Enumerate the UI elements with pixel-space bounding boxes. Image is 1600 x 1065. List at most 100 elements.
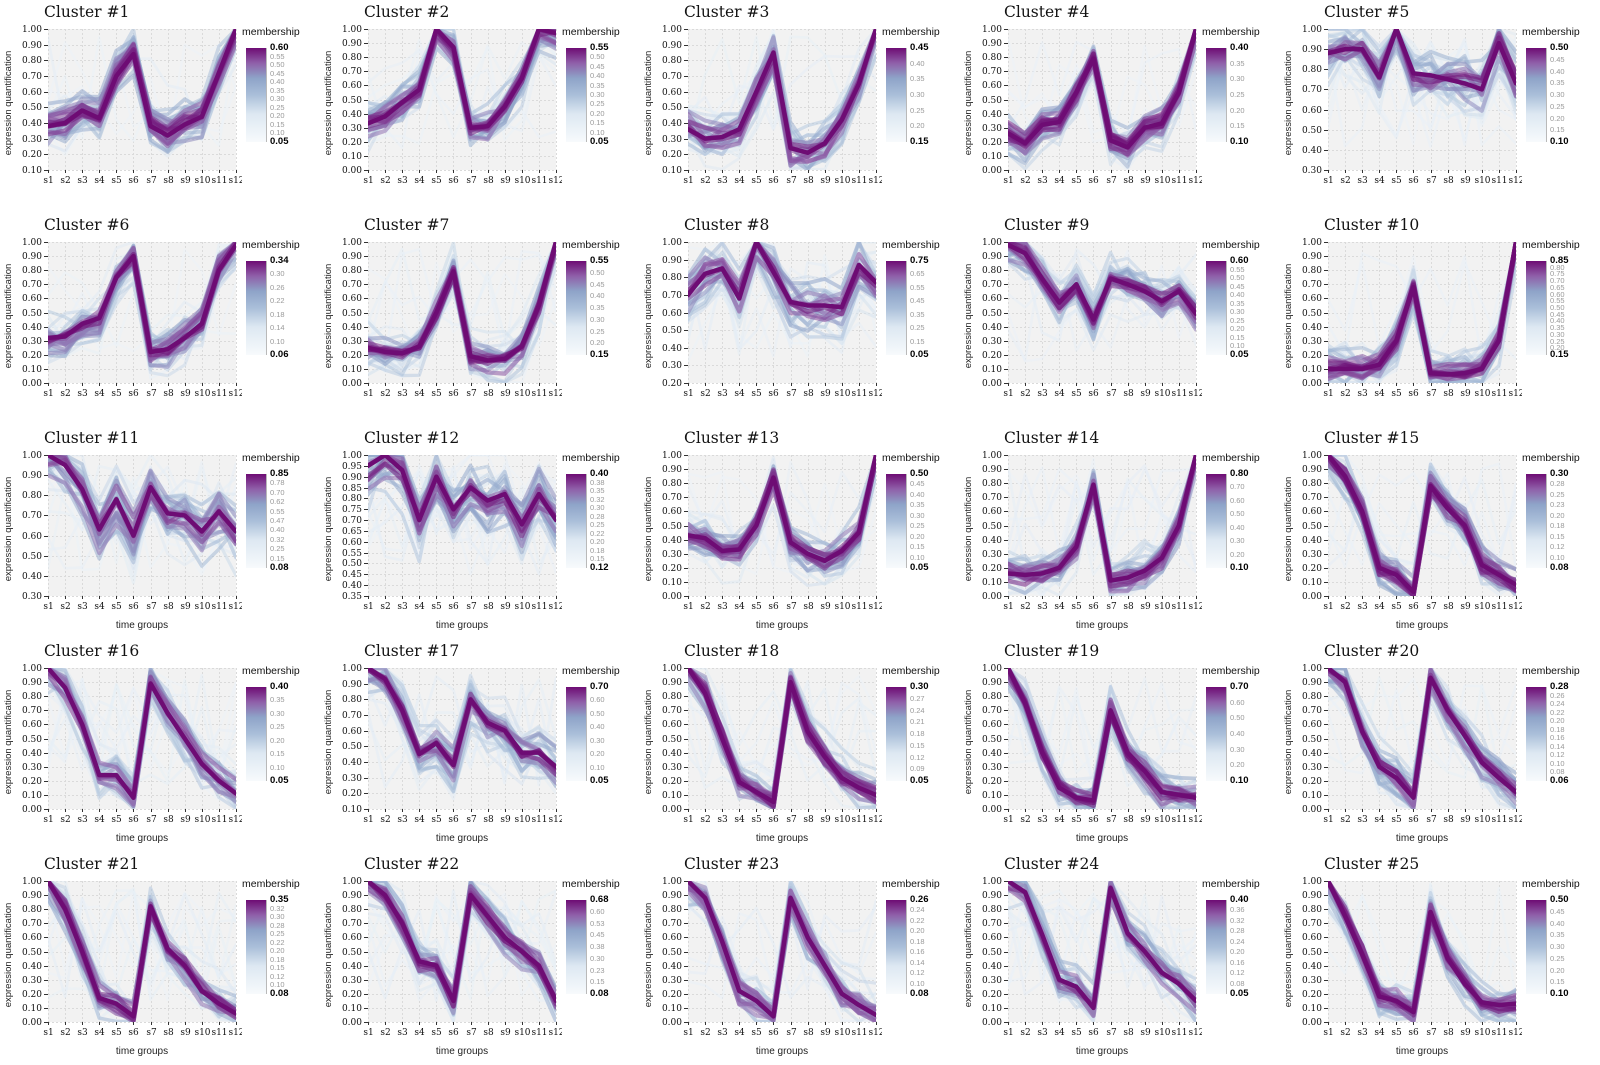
colorbar-tick-label: 0.30 [590, 314, 605, 324]
legend-title: membership [1202, 665, 1260, 677]
colorbar-tick-label: 0.35 [1550, 323, 1565, 333]
cluster-panel: Cluster #10 expression quantification memb… [1280, 213, 1600, 426]
colorbar-tick-label: 0.45 [1550, 309, 1565, 319]
colorbar-tick-label: 0.15 [910, 336, 925, 346]
panel-title: Cluster #19 [1004, 642, 1100, 660]
colorbar-tick-label: 0.40 [1230, 290, 1245, 300]
membership-colorbar [246, 48, 267, 142]
colorbar-tick-label: 0.20 [1550, 716, 1565, 726]
colorbar-tick-label: 0.35 [590, 303, 605, 312]
colorbar-tick-labels: 0.80 0.70 0.60 0.50 0.40 0.30 0.20 0.10 [1230, 469, 1278, 573]
membership-legend: membership 0.34 0.30 0.26 0.22 0.18 0.14 0.10 0.… [242, 239, 320, 399]
legend-title: membership [882, 26, 940, 38]
colorbar-tick-label: 0.45 [590, 61, 605, 71]
y-axis-label: expression quantification [3, 902, 14, 1008]
y-axis-label: expression quantification [323, 263, 334, 369]
colorbar-tick-label: 0.25 [1550, 953, 1565, 963]
colorbar-tick-label: 0.18 [270, 954, 285, 964]
x-axis-label: time groups [115, 620, 169, 631]
membership-legend: membership 0.40 0.36 0.32 0.28 0.24 0.20 0.16 0.… [1202, 878, 1280, 1038]
colorbar-tick-label: 0.05 [1230, 988, 1249, 999]
colorbar-tick-label: 0.26 [1550, 690, 1565, 700]
y-axis-label: expression quantification [1283, 263, 1294, 369]
colorbar-tick-label: 0.35 [1550, 930, 1565, 940]
x-axis-label: time groups [435, 620, 489, 631]
cluster-plot-canvas [662, 876, 882, 1046]
colorbar-tick-label: 0.25 [910, 105, 925, 115]
membership-legend: membership 0.75 0.65 0.55 0.45 0.35 0.25 0.15 0.… [882, 239, 960, 399]
colorbar-tick-label: 0.22 [910, 915, 925, 925]
x-axis-label: time groups [435, 1046, 489, 1057]
colorbar-tick-label: 0.35 [910, 309, 925, 319]
x-axis-label: time groups [115, 833, 169, 844]
colorbar-tick-label: 0.18 [910, 936, 925, 946]
colorbar-tick-label: 0.40 [1230, 729, 1245, 738]
colorbar-tick-labels: 0.40 0.38 0.35 0.32 0.30 0.28 0.25 0.22 0.20 0.18… [590, 469, 638, 573]
colorbar-tick-label: 0.40 [910, 58, 925, 68]
colorbar-tick-label: 0.32 [270, 534, 285, 544]
colorbar-tick-label: 0.10 [590, 762, 605, 772]
colorbar-tick-label: 0.15 [1550, 349, 1569, 360]
colorbar-tick-label: 0.70 [590, 681, 609, 692]
colorbar-tick-label: 0.10 [590, 127, 605, 137]
colorbar-tick-label: 0.30 [590, 503, 605, 513]
colorbar-tick-label: 0.25 [270, 929, 285, 939]
membership-colorbar [246, 687, 267, 781]
colorbar-tick-label: 0.20 [910, 121, 925, 131]
cluster-plot-canvas [1302, 237, 1522, 407]
legend-title: membership [882, 665, 940, 677]
cluster-panel: Cluster #15 expression quantification memb… [1280, 426, 1600, 639]
legend-title: membership [562, 452, 620, 464]
colorbar-tick-label: 0.20 [1550, 113, 1565, 123]
x-axis-label: time groups [1395, 620, 1449, 631]
colorbar-tick-label: 0.55 [910, 282, 925, 292]
panel-title: Cluster #2 [364, 3, 450, 21]
colorbar-tick-label: 0.45 [1550, 906, 1565, 916]
y-axis-label: expression quantification [1283, 50, 1294, 156]
colorbar-tick-label: 0.30 [1550, 942, 1565, 951]
colorbar-tick-label: 0.30 [910, 90, 925, 99]
colorbar-tick-labels: 0.75 0.65 0.55 0.45 0.35 0.25 0.15 0.05 [910, 256, 958, 360]
colorbar-tick-label: 0.12 [1230, 968, 1245, 978]
colorbar-tick-label: 0.40 [1550, 316, 1565, 326]
colorbar-tick-label: 0.40 [910, 489, 925, 499]
cluster-plot-canvas [982, 237, 1202, 407]
panel-title: Cluster #16 [44, 642, 140, 660]
cluster-panel: Cluster #5 expression quantification membe… [1280, 0, 1600, 213]
colorbar-tick-label: 0.25 [910, 323, 925, 333]
colorbar-tick-label: 0.05 [270, 775, 289, 786]
cluster-plot-canvas [982, 663, 1202, 833]
cluster-panel: Cluster #2 expression quantification membe… [320, 0, 640, 213]
colorbar-tick-label: 0.35 [590, 80, 605, 90]
legend-title: membership [1202, 878, 1260, 890]
colorbar-tick-label: 0.35 [590, 486, 605, 496]
colorbar-tick-label: 0.24 [1550, 699, 1565, 709]
colorbar-tick-label: 0.25 [590, 99, 605, 109]
colorbar-tick-label: 0.09 [910, 764, 925, 774]
membership-legend: membership 0.68 0.60 0.53 0.45 0.38 0.30 0.23 0.… [562, 878, 640, 1038]
y-axis-label: expression quantification [323, 902, 334, 1008]
colorbar-tick-label: 0.14 [270, 323, 285, 333]
colorbar-tick-label: 0.25 [1550, 489, 1565, 499]
panel-title: Cluster #8 [684, 216, 770, 234]
membership-legend: membership 0.40 0.35 0.30 0.25 0.20 0.15 0.10 0.… [242, 665, 320, 825]
colorbar-tick-label: 0.25 [1230, 315, 1245, 325]
cluster-panel: Cluster #16 expression quantification memb… [0, 639, 320, 852]
cluster-panel: Cluster #20 expression quantification memb… [1280, 639, 1600, 852]
colorbar-tick-label: 0.68 [590, 894, 609, 905]
panel-title: Cluster #20 [1324, 642, 1420, 660]
colorbar-tick-label: 0.20 [1230, 105, 1245, 115]
colorbar-tick-label: 0.15 [590, 977, 605, 987]
membership-colorbar [886, 900, 907, 994]
membership-legend: membership 0.55 0.50 0.45 0.40 0.35 0.30 0.25 0.… [562, 26, 640, 186]
colorbar-tick-label: 0.30 [1550, 468, 1569, 479]
colorbar-tick-labels: 0.60 0.55 0.50 0.45 0.40 0.35 0.30 0.25 0.20 0.15… [1230, 256, 1278, 360]
colorbar-tick-label: 0.30 [270, 94, 285, 104]
legend-title: membership [242, 26, 300, 38]
colorbar-tick-label: 0.70 [1230, 482, 1245, 492]
colorbar-tick-label: 0.30 [590, 953, 605, 963]
colorbar-tick-label: 0.30 [910, 510, 925, 520]
colorbar-tick-label: 0.12 [270, 971, 285, 981]
panel-title: Cluster #10 [1324, 216, 1420, 234]
x-axis-label: time groups [115, 1046, 169, 1057]
